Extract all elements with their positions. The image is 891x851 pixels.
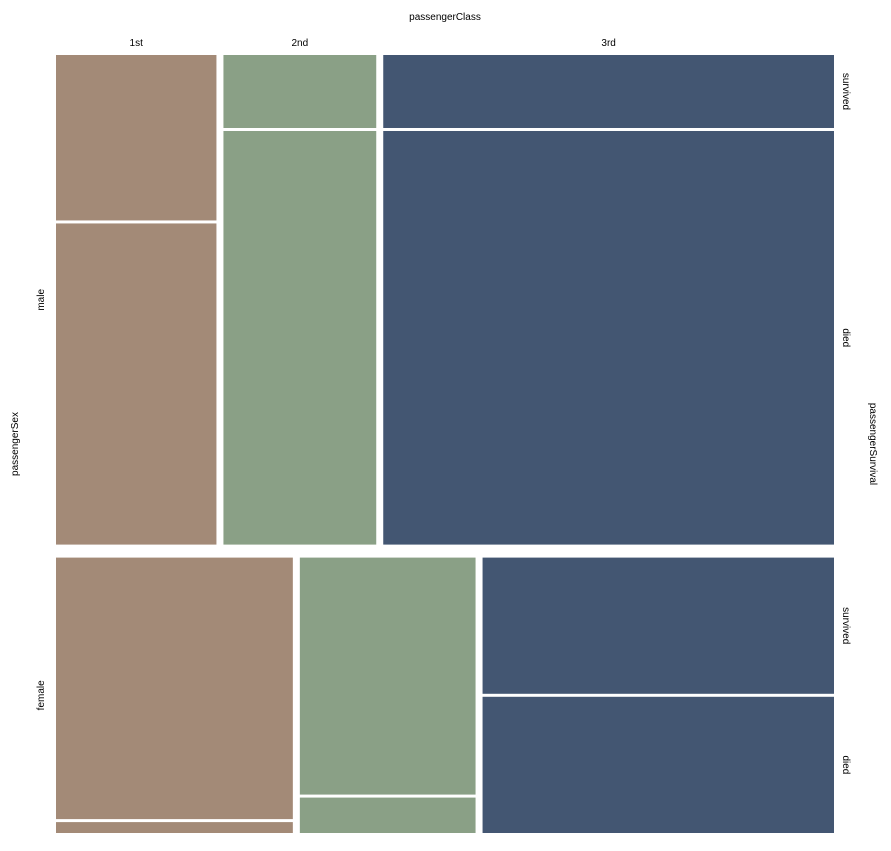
tile-male-3rd-died	[383, 130, 834, 545]
tile-female-3rd-died	[482, 696, 834, 833]
class-label-3rd: 3rd	[601, 38, 615, 49]
class-label-2nd: 2nd	[291, 38, 308, 49]
tile-male-2nd-survived	[223, 55, 377, 128]
tile-male-1st-died	[56, 223, 217, 545]
right-axis-title: passengerSurvival	[867, 403, 878, 485]
tile-female-1st-survived	[56, 557, 293, 820]
tile-female-3rd-survived	[482, 557, 834, 694]
sex-label-female: female	[36, 680, 47, 710]
mosaic-marks: male 1st 2nd 3rd survived died female survived d…	[36, 38, 851, 833]
survival-label-female-survived: survived	[840, 607, 851, 644]
survival-label-male-died: died	[840, 328, 851, 347]
tile-female-2nd-survived	[299, 557, 476, 795]
tile-female-1st-died	[56, 822, 293, 833]
tile-male-1st-survived	[56, 55, 217, 221]
tile-female-2nd-died	[299, 797, 476, 833]
sex-label-male: male	[36, 289, 47, 311]
tile-male-3rd-survived	[383, 55, 834, 128]
tile-male-2nd-died	[223, 130, 377, 545]
survival-label-male-survived: survived	[840, 73, 851, 110]
left-axis-title: passengerSex	[10, 412, 21, 476]
top-axis-title: passengerClass	[409, 12, 481, 23]
class-label-1st: 1st	[130, 38, 144, 49]
survival-label-female-died: died	[840, 755, 851, 774]
